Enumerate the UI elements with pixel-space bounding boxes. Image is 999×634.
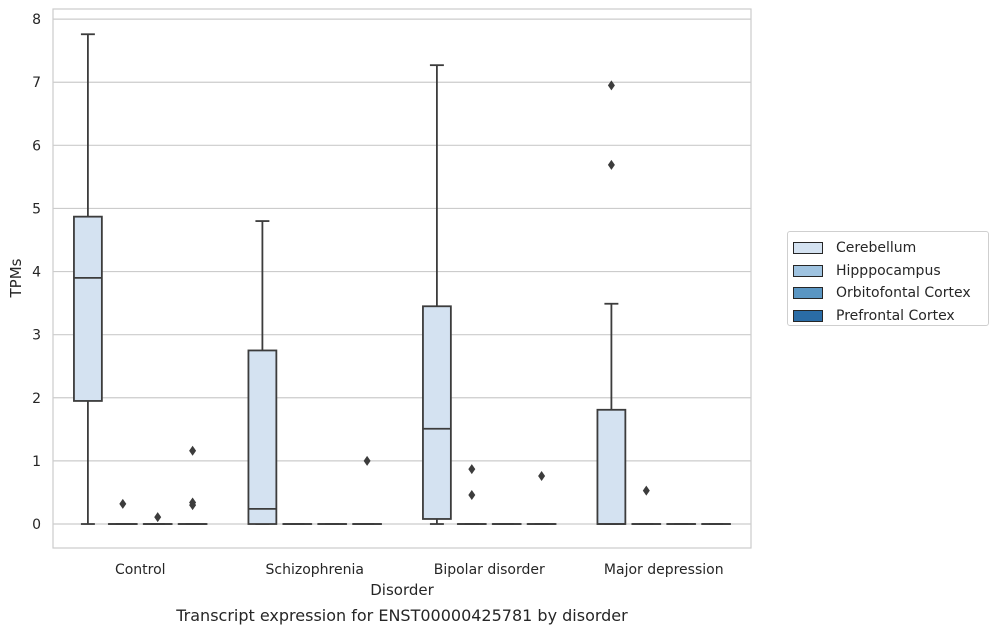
box-prefrontal-cortex — [352, 455, 382, 525]
x-tick-label: Bipolar disorder — [434, 562, 545, 578]
box-cerebellum — [73, 33, 103, 525]
legend-swatch — [793, 264, 823, 277]
box-hipppocampus — [456, 464, 487, 525]
legend-label: Hipppocampus — [836, 262, 941, 279]
y-tick-label: 1 — [32, 454, 41, 470]
outlier-point — [119, 498, 127, 509]
legend: Cerebellum Hipppocampus Orbitofontal Corte… — [787, 231, 989, 326]
box-cerebellum — [247, 220, 278, 525]
outlier-point — [538, 471, 546, 482]
x-tick-label: Schizophrenia — [266, 562, 364, 578]
y-tick-label: 6 — [32, 138, 41, 154]
x-axis-label: Disorder — [370, 581, 434, 599]
outlier-point — [607, 159, 615, 170]
outlier-point — [468, 489, 476, 500]
x-tick-label: Major depression — [604, 562, 724, 578]
legend-label: Cerebellum — [836, 240, 917, 257]
legend-swatch — [793, 287, 823, 300]
outlier-point — [363, 455, 371, 466]
box-cerebellum — [596, 80, 627, 525]
legend-label: Orbitofontal Cortex — [836, 285, 971, 302]
outlier-point — [154, 512, 162, 523]
y-tick-label: 2 — [32, 391, 41, 407]
legend-item: Cerebellum — [793, 237, 988, 260]
box-cerebellum — [422, 64, 452, 525]
legend-item: Prefrontal Cortex — [793, 305, 988, 328]
box-body — [596, 408, 627, 525]
legend-label: Prefrontal Cortex — [836, 308, 955, 325]
y-tick-label: 5 — [32, 201, 41, 217]
outlier-point — [607, 80, 615, 91]
x-tick-label: Control — [115, 562, 166, 578]
outlier-point — [468, 464, 476, 475]
outlier-point — [189, 445, 197, 456]
legend-swatch — [793, 242, 823, 255]
box-body — [247, 349, 278, 525]
box-hipppocampus — [107, 498, 138, 525]
y-tick-label: 0 — [32, 517, 41, 533]
y-tick-label: 3 — [32, 328, 41, 344]
y-tick-label: 7 — [32, 75, 41, 91]
y-tick-label: 8 — [32, 12, 41, 28]
y-axis-label: TPMs — [7, 258, 25, 298]
outlier-point — [189, 497, 197, 508]
y-tick-label: 4 — [32, 265, 41, 281]
box-hipppocampus — [631, 485, 662, 525]
chart-caption: Transcript expression for ENST0000042578… — [176, 606, 628, 625]
outlier-point — [642, 485, 650, 496]
box-body — [73, 215, 103, 402]
box-prefrontal-cortex — [177, 445, 208, 525]
legend-item: Hipppocampus — [793, 260, 988, 283]
box-prefrontal-cortex — [526, 471, 557, 525]
box-body — [422, 305, 452, 520]
plot-area — [52, 8, 752, 549]
legend-swatch — [793, 310, 823, 323]
box-orbitofontal-cortex — [142, 512, 173, 525]
legend-item: Orbitofontal Cortex — [793, 282, 988, 305]
